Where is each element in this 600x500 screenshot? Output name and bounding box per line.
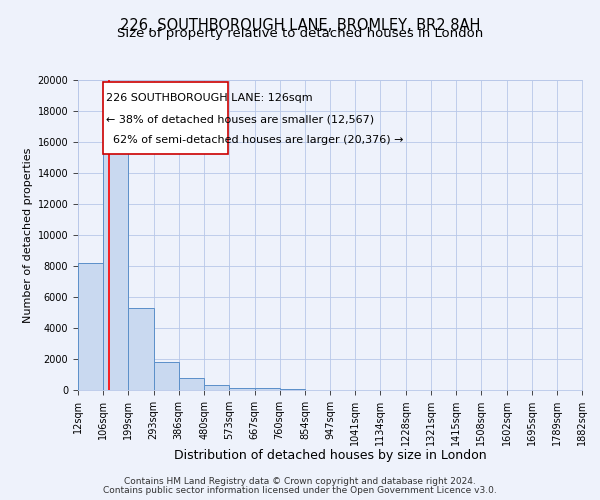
Y-axis label: Number of detached properties: Number of detached properties xyxy=(23,148,34,322)
Bar xyxy=(154,362,179,390)
Text: 62% of semi-detached houses are larger (20,376) →: 62% of semi-detached houses are larger (… xyxy=(106,135,404,145)
FancyBboxPatch shape xyxy=(103,82,229,154)
Bar xyxy=(280,389,305,390)
Bar xyxy=(229,388,254,390)
Text: Size of property relative to detached houses in London: Size of property relative to detached ho… xyxy=(117,28,483,40)
Bar xyxy=(103,132,128,390)
Bar xyxy=(128,308,154,390)
Text: 226 SOUTHBOROUGH LANE: 126sqm: 226 SOUTHBOROUGH LANE: 126sqm xyxy=(106,92,313,102)
Text: 226, SOUTHBOROUGH LANE, BROMLEY, BR2 8AH: 226, SOUTHBOROUGH LANE, BROMLEY, BR2 8AH xyxy=(120,18,480,32)
X-axis label: Distribution of detached houses by size in London: Distribution of detached houses by size … xyxy=(173,450,487,462)
Bar xyxy=(254,388,280,390)
Bar xyxy=(179,378,204,390)
Text: Contains HM Land Registry data © Crown copyright and database right 2024.: Contains HM Land Registry data © Crown c… xyxy=(124,477,476,486)
Bar xyxy=(204,386,229,390)
Text: ← 38% of detached houses are smaller (12,567): ← 38% of detached houses are smaller (12… xyxy=(106,114,374,124)
Bar xyxy=(78,263,103,390)
Text: Contains public sector information licensed under the Open Government Licence v3: Contains public sector information licen… xyxy=(103,486,497,495)
